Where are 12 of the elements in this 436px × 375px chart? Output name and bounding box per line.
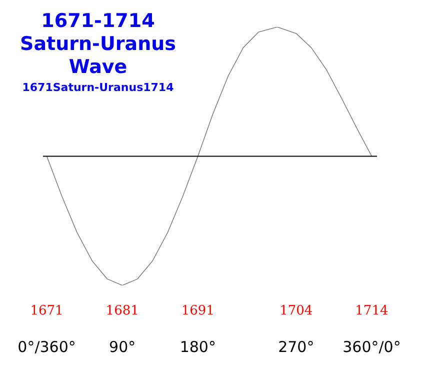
chart-title: 1671-1714 Saturn-Uranus Wave — [19, 10, 177, 79]
x-tick-label: 1704 — [280, 304, 313, 319]
x-tick-label: 1714 — [355, 304, 388, 319]
text: 270° — [278, 338, 314, 356]
text: 0°/360° — [18, 338, 76, 356]
text: 1671Saturn-Uranus1714 — [21, 81, 175, 94]
x-tick-label: 1681 — [106, 304, 139, 319]
text: 180° — [180, 338, 216, 356]
x-tick-label: 1671 — [30, 304, 64, 319]
x-tick-label: 1691 — [181, 304, 214, 319]
text: 90° — [109, 338, 136, 356]
text: 360°/0° — [342, 338, 401, 356]
